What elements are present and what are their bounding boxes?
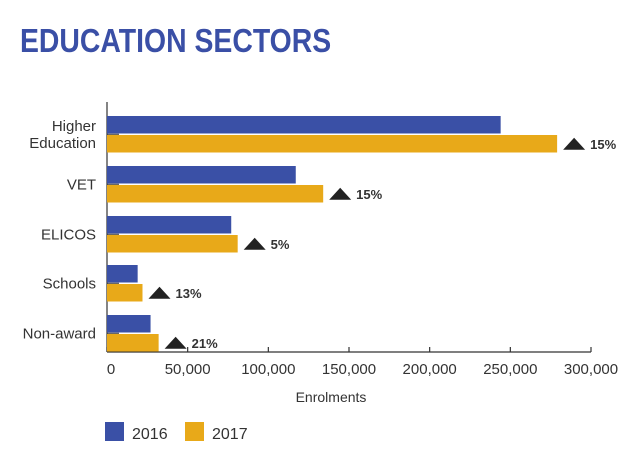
chart-title: EDUCATION SECTORS: [20, 22, 332, 59]
increase-triangle-icon: [164, 336, 187, 349]
legend-label: 2017: [212, 426, 248, 443]
category-label: Higher: [52, 118, 96, 135]
x-tick-label: 300,000: [564, 361, 618, 378]
category-label: VET: [67, 177, 96, 194]
bar-2016: [107, 166, 296, 184]
x-tick-label: 0: [107, 361, 115, 378]
legend-label: 2016: [132, 426, 168, 443]
change-label: 15%: [590, 137, 616, 152]
legend-swatch-2017: [185, 422, 204, 441]
bar-2016: [107, 116, 501, 134]
category-label: Education: [29, 135, 96, 152]
change-label: 15%: [356, 187, 382, 202]
change-label: 5%: [271, 237, 290, 252]
bar-2017: [107, 185, 324, 203]
bar-2017: [107, 235, 238, 253]
increase-triangle-icon: [329, 187, 352, 200]
change-label: 21%: [192, 336, 218, 351]
x-tick-label: 50,000: [165, 361, 211, 378]
bar-2016: [107, 216, 232, 234]
increase-triangle-icon: [148, 286, 171, 299]
bar-2016: [107, 265, 138, 283]
category-label: Schools: [43, 276, 96, 293]
x-tick-label: 250,000: [483, 361, 537, 378]
increase-triangle-icon: [563, 137, 586, 150]
legend-swatch-2016: [105, 422, 124, 441]
x-tick-label: 200,000: [403, 361, 457, 378]
increase-triangle-icon: [243, 237, 266, 250]
x-axis-label: Enrolments: [296, 389, 367, 405]
change-label: 13%: [175, 286, 201, 301]
bar-2017: [107, 334, 159, 352]
category-label: ELICOS: [41, 227, 96, 244]
bar-2017: [107, 135, 558, 153]
x-tick-label: 150,000: [322, 361, 376, 378]
bar-2016: [107, 315, 151, 333]
x-tick-label: 100,000: [241, 361, 295, 378]
category-label: Non-award: [23, 326, 96, 343]
bar-2017: [107, 284, 143, 302]
